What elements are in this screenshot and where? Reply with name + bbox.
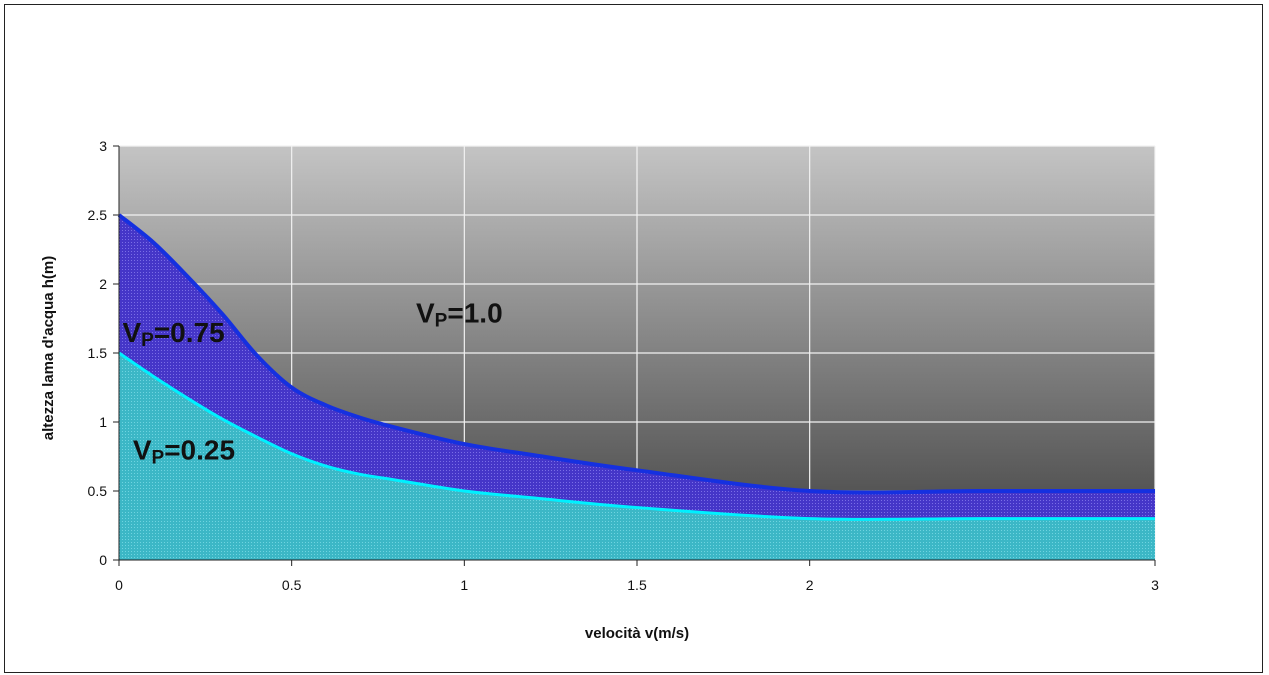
y-tick-label-1: 0.5 <box>88 483 108 499</box>
x-tick-label-0: 0 <box>115 577 123 593</box>
region-label-sub: P <box>152 447 165 468</box>
region-label-sub: P <box>435 311 448 332</box>
area-series <box>117 213 1155 560</box>
region-label-rest: =0.25 <box>164 434 235 465</box>
x-axis-label: velocità v(m/s) <box>585 625 689 642</box>
y-tick-label-2: 1 <box>99 414 107 430</box>
area-fill-series-0 <box>119 353 1155 560</box>
x-tick-label-4: 2 <box>806 577 814 593</box>
y-tick-label-5: 2.5 <box>88 207 108 223</box>
y-tick-label-0: 0 <box>99 552 107 568</box>
area-fill-series-1 <box>119 215 1155 560</box>
region-label-2: VP=0.25 <box>133 434 235 468</box>
x-tick-label-2: 1 <box>460 577 468 593</box>
region-label-main: V <box>133 434 152 465</box>
region-label-rest: =0.75 <box>154 317 225 348</box>
x-tick-label-1: 0.5 <box>282 577 302 593</box>
region-label-main: V <box>416 298 435 329</box>
region-label-0: VP=0.75 <box>122 317 224 351</box>
chart-frame: 0 0.5 1 1.5 2 3 0 0.5 1 1.5 2 2.5 3 velocità v(m/s)… <box>4 4 1263 673</box>
area-line-series-0 <box>118 351 1155 521</box>
region-label-sub: P <box>141 330 154 351</box>
x-tick-label-5: 3 <box>1151 577 1159 593</box>
y-axis-label: altezza lama d'acqua h(m) <box>40 256 57 440</box>
region-label-1: VP=1.0 <box>416 298 503 332</box>
area-line-series-1 <box>117 213 1155 495</box>
y-tick-label-4: 2 <box>99 276 107 292</box>
region-label-main: V <box>122 317 141 348</box>
region-label-rest: =1.0 <box>447 298 502 329</box>
axes <box>113 145 1156 566</box>
y-tick-label-3: 1.5 <box>88 345 108 361</box>
y-tick-label-6: 3 <box>99 138 107 154</box>
chart-canvas: 0 0.5 1 1.5 2 3 0 0.5 1 1.5 2 2.5 3 velocità v(m/s)… <box>40 138 1159 642</box>
x-tick-labels: 0 0.5 1 1.5 2 3 <box>115 577 1159 593</box>
x-tick-label-3: 1.5 <box>627 577 647 593</box>
y-tick-labels: 0 0.5 1 1.5 2 2.5 3 <box>88 138 108 568</box>
